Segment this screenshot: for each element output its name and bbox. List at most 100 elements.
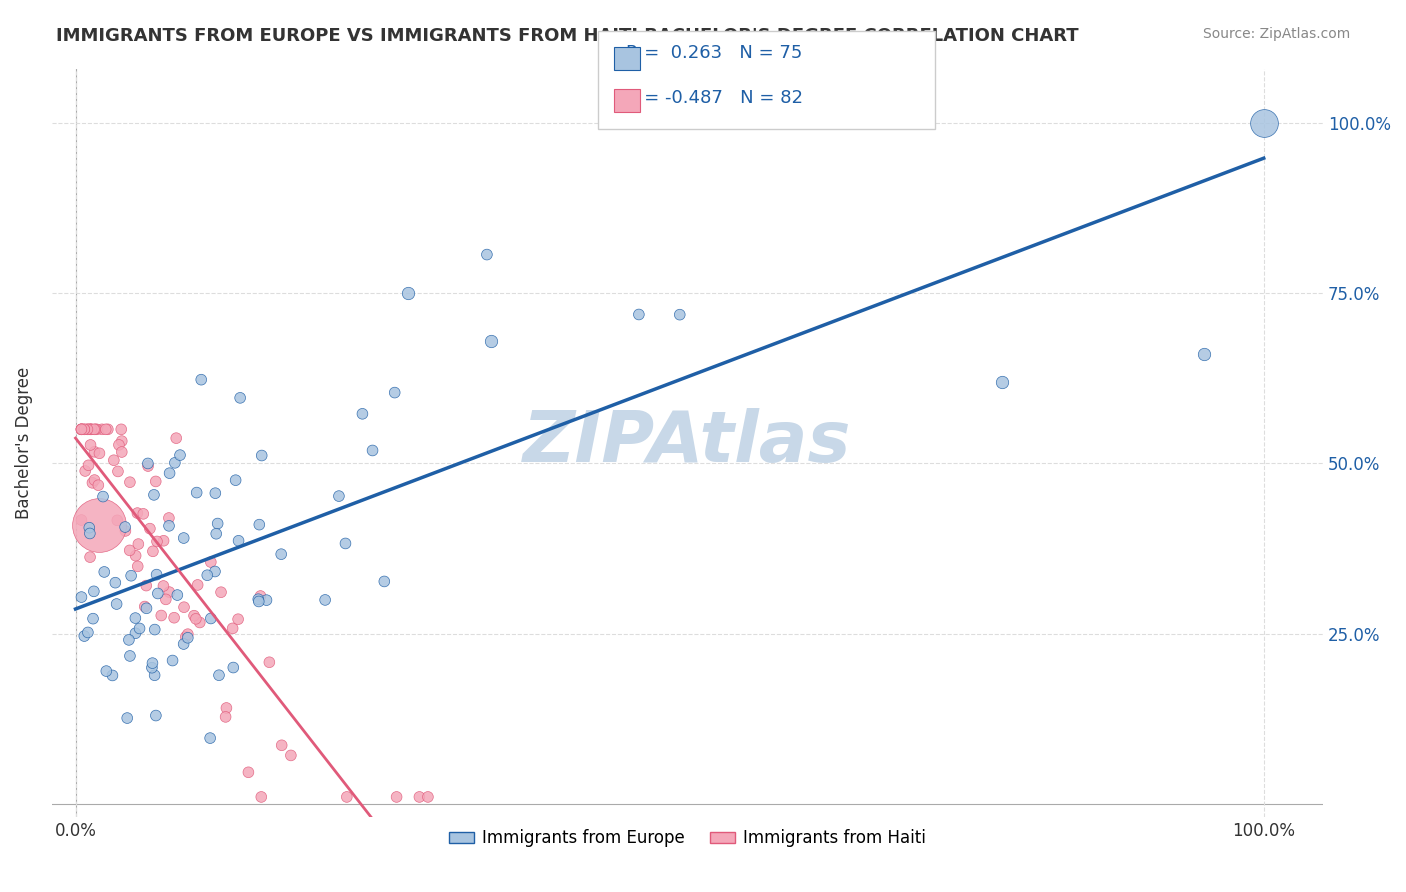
Point: [141, 656, 163, 670]
Point: [198, 731, 221, 745]
Point: [96, 664, 118, 678]
Point: [238, 765, 260, 780]
Point: [222, 660, 245, 674]
Point: [184, 612, 207, 626]
Point: [145, 475, 167, 489]
Point: [200, 611, 222, 625]
Point: [97, 422, 120, 436]
Point: [152, 533, 174, 548]
Point: [361, 443, 384, 458]
Text: IMMIGRANTS FROM EUROPE VS IMMIGRANTS FROM HAITI BACHELOR'S DEGREE CORRELATION CH: IMMIGRANTS FROM EUROPE VS IMMIGRANTS FRO…: [56, 27, 1078, 45]
Point: [668, 308, 690, 322]
Point: [416, 789, 439, 804]
Point: [79, 521, 101, 535]
Point: [250, 449, 273, 463]
Point: [142, 488, 165, 502]
Point: [79, 438, 101, 452]
Point: [73, 422, 96, 436]
Point: [270, 739, 292, 753]
Point: [163, 611, 186, 625]
Point: [80, 422, 103, 436]
Point: [77, 422, 100, 436]
Point: [229, 391, 252, 405]
Point: [105, 597, 128, 611]
Point: [479, 334, 502, 348]
Point: [146, 586, 169, 600]
Point: [70, 422, 93, 436]
Point: [79, 550, 101, 565]
Point: [118, 543, 141, 558]
Point: [209, 585, 232, 599]
Point: [132, 507, 155, 521]
Point: [143, 623, 166, 637]
Point: [247, 594, 270, 608]
Point: [186, 485, 208, 500]
Point: [89, 517, 111, 532]
Point: [73, 422, 96, 436]
Point: [83, 473, 105, 487]
Point: [247, 517, 270, 532]
Point: [335, 536, 357, 550]
Point: [221, 621, 243, 635]
Point: [124, 611, 146, 625]
Point: [104, 575, 127, 590]
Point: [174, 630, 197, 644]
Point: [115, 711, 138, 725]
Point: [77, 625, 100, 640]
Point: [83, 422, 105, 436]
Point: [195, 568, 218, 582]
Point: [77, 458, 100, 473]
Point: [82, 475, 104, 490]
Point: [475, 247, 498, 261]
Point: [215, 701, 238, 715]
Point: [157, 511, 180, 525]
Point: [226, 612, 249, 626]
Point: [135, 578, 157, 592]
Point: [328, 489, 350, 503]
Point: [75, 464, 97, 478]
Point: [270, 547, 292, 561]
Point: [384, 385, 406, 400]
Text: ZIPAtlas: ZIPAtlas: [523, 409, 852, 477]
Point: [120, 568, 142, 582]
Point: [80, 422, 103, 436]
Text: Source: ZipAtlas.com: Source: ZipAtlas.com: [1202, 27, 1350, 41]
Point: [183, 608, 205, 623]
Point: [159, 466, 181, 480]
Text: R =  0.263   N = 75: R = 0.263 N = 75: [626, 45, 801, 62]
Point: [70, 422, 93, 436]
Point: [111, 434, 134, 448]
Point: [101, 668, 124, 682]
Point: [118, 648, 141, 663]
Point: [163, 456, 186, 470]
Point: [162, 654, 184, 668]
Point: [169, 448, 191, 462]
Point: [145, 567, 167, 582]
Point: [385, 789, 408, 804]
Point: [225, 473, 247, 487]
Point: [127, 506, 149, 520]
Point: [91, 422, 114, 436]
Point: [73, 629, 96, 643]
Point: [135, 601, 157, 615]
Point: [214, 710, 236, 724]
Point: [83, 584, 105, 599]
Point: [155, 592, 177, 607]
Point: [280, 748, 302, 763]
Point: [111, 445, 134, 459]
Point: [173, 531, 195, 545]
Point: [128, 622, 150, 636]
Point: [87, 478, 110, 492]
Point: [89, 446, 111, 460]
Point: [991, 375, 1014, 389]
Point: [152, 579, 174, 593]
Point: [142, 544, 165, 558]
Point: [166, 588, 188, 602]
Point: [127, 559, 149, 574]
Point: [93, 565, 115, 579]
Point: [249, 589, 271, 603]
Point: [177, 631, 200, 645]
Point: [114, 524, 136, 538]
Point: [200, 555, 222, 569]
Point: [124, 549, 146, 563]
